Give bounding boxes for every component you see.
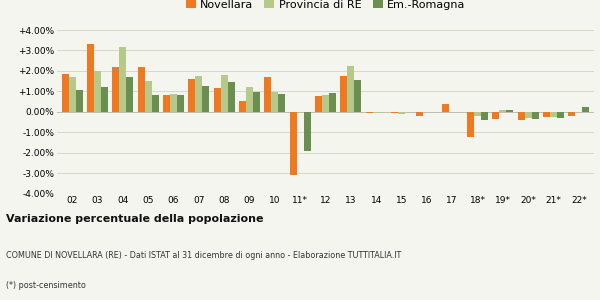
Bar <box>315 96 322 112</box>
Bar <box>518 112 524 120</box>
Bar <box>355 80 361 112</box>
Bar <box>416 112 423 116</box>
Bar <box>532 112 539 119</box>
Bar <box>506 110 514 112</box>
Text: COMUNE DI NOVELLARA (RE) - Dati ISTAT al 31 dicembre di ogni anno - Elaborazione: COMUNE DI NOVELLARA (RE) - Dati ISTAT al… <box>6 250 401 260</box>
Bar <box>499 110 506 112</box>
Bar <box>188 79 196 112</box>
Bar <box>481 112 488 120</box>
Bar <box>492 112 499 119</box>
Text: (*) post-censimento: (*) post-censimento <box>6 280 86 290</box>
Bar <box>101 87 108 112</box>
Bar <box>474 112 481 116</box>
Bar <box>94 71 101 112</box>
Bar <box>296 112 304 113</box>
Bar <box>347 66 355 112</box>
Bar <box>442 103 449 112</box>
Bar <box>68 77 76 112</box>
Bar <box>62 74 68 112</box>
Bar <box>196 76 202 112</box>
Bar <box>87 44 94 112</box>
Bar <box>119 47 127 112</box>
Bar <box>239 100 246 112</box>
Bar <box>524 112 532 118</box>
Bar <box>557 112 564 118</box>
Bar <box>278 94 286 112</box>
Legend: Novellara, Provincia di RE, Em.-Romagna: Novellara, Provincia di RE, Em.-Romagna <box>185 0 466 10</box>
Bar <box>76 90 83 112</box>
Bar <box>322 95 329 112</box>
Bar <box>170 94 177 112</box>
Bar <box>214 88 221 112</box>
Bar <box>365 112 373 113</box>
Bar <box>264 77 271 112</box>
Bar <box>127 77 133 112</box>
Bar <box>391 112 398 113</box>
Bar <box>398 112 405 114</box>
Bar <box>373 112 380 113</box>
Bar <box>221 75 228 112</box>
Bar <box>152 95 159 112</box>
Bar <box>137 67 145 112</box>
Bar <box>271 92 278 112</box>
Text: Variazione percentuale della popolazione: Variazione percentuale della popolazione <box>6 214 263 224</box>
Bar <box>340 76 347 112</box>
Bar <box>583 106 589 112</box>
Bar <box>202 86 209 112</box>
Bar <box>253 92 260 112</box>
Bar <box>112 67 119 112</box>
Bar <box>543 112 550 117</box>
Bar <box>304 112 311 151</box>
Bar <box>246 87 253 112</box>
Bar <box>329 93 336 112</box>
Bar <box>145 81 152 112</box>
Bar <box>290 112 296 175</box>
Bar <box>177 95 184 112</box>
Bar <box>467 112 474 137</box>
Bar <box>568 112 575 116</box>
Bar <box>163 95 170 112</box>
Bar <box>550 112 557 117</box>
Bar <box>228 82 235 112</box>
